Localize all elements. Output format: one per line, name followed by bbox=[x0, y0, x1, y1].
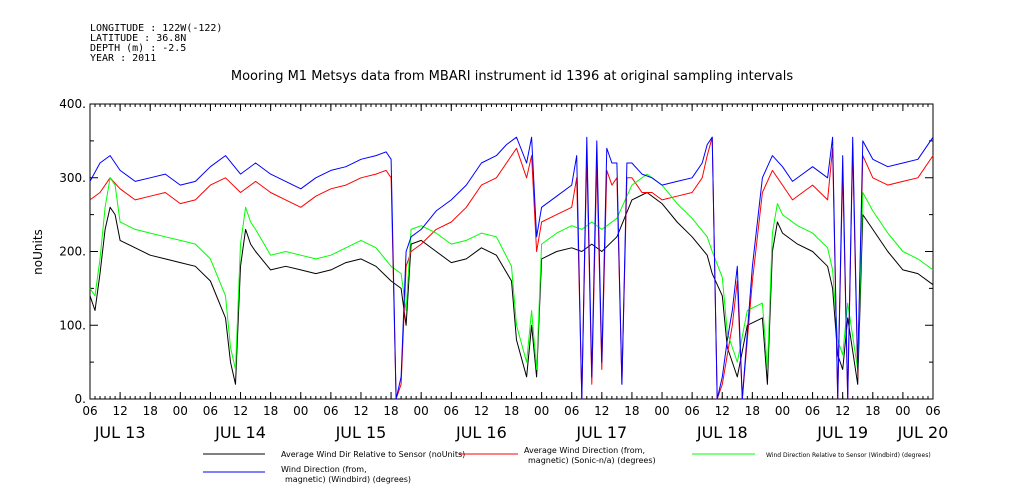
x-hour-label: 06 bbox=[444, 404, 459, 418]
series-line-3 bbox=[89, 136, 934, 400]
x-hour-label: 06 bbox=[685, 404, 700, 418]
x-hour-label: 18 bbox=[865, 404, 880, 418]
x-hour-label: 06 bbox=[805, 404, 820, 418]
x-day-label: JUL 16 bbox=[455, 423, 507, 442]
x-hour-label: 00 bbox=[293, 404, 308, 418]
x-day-label: JUL 13 bbox=[94, 423, 146, 442]
legend-label-rel-sensor: Average Wind Dir Relative to Sensor (noU… bbox=[281, 450, 465, 459]
x-hour-label: 18 bbox=[504, 404, 519, 418]
legend-label-windbird-dir: Wind Direction (from, magnetic) (Windbir… bbox=[281, 465, 411, 484]
y-tick-label: 200. bbox=[59, 245, 86, 259]
y-tick-label: 0. bbox=[75, 392, 86, 406]
x-hour-label: 06 bbox=[82, 404, 97, 418]
x-day-label: JUL 18 bbox=[696, 423, 748, 442]
legend-label-windbird-dir-line2: magnetic) (Windbird) (degrees) bbox=[285, 475, 411, 484]
axes-group: 0. 100. 200. 300. 400. 06 12 18 00 06 12 18 00 06 12 18… bbox=[59, 97, 948, 442]
x-hour-label: 12 bbox=[233, 404, 248, 418]
x-hour-label: 00 bbox=[775, 404, 790, 418]
y-axis-title: noUnits bbox=[31, 229, 45, 275]
year-label: YEAR : 2011 bbox=[90, 53, 156, 64]
x-day-label: JUL 15 bbox=[335, 423, 387, 442]
plot-frame bbox=[89, 103, 934, 400]
x-hour-label: 06 bbox=[203, 404, 218, 418]
x-hour-label: 18 bbox=[143, 404, 158, 418]
legend-label-windbird-dir-line1: Wind Direction (from, bbox=[281, 465, 367, 474]
x-hour-label: 12 bbox=[594, 404, 609, 418]
longitude-label: LONGITUDE : 122W(-122) bbox=[90, 23, 222, 34]
y-tick-label: 100. bbox=[59, 318, 86, 332]
y-tick-label: 400. bbox=[59, 97, 86, 111]
x-hour-label: 00 bbox=[414, 404, 429, 418]
x-hour-label: 12 bbox=[353, 404, 368, 418]
x-day-label: JUL 17 bbox=[575, 423, 627, 442]
series-line-0 bbox=[89, 192, 934, 385]
x-hour-label: 00 bbox=[654, 404, 669, 418]
x-hour-label: 12 bbox=[474, 404, 489, 418]
x-hour-label: 00 bbox=[173, 404, 188, 418]
x-hour-label: 18 bbox=[745, 404, 760, 418]
series-line-2 bbox=[89, 173, 934, 370]
series-group bbox=[89, 136, 934, 400]
x-hour-label: 06 bbox=[564, 404, 579, 418]
x-day-label: JUL 20 bbox=[897, 423, 949, 442]
x-hour-label: 12 bbox=[112, 404, 127, 418]
legend-label-avg-dir-line2: magnetic) (Sonic-n/a) (degrees) bbox=[528, 456, 656, 465]
legend: Average Wind Dir Relative to Sensor (noU… bbox=[203, 446, 931, 484]
depth-label: DEPTH (m) : -2.5 bbox=[90, 43, 186, 54]
chart-title: Mooring M1 Metsys data from MBARI instru… bbox=[231, 69, 793, 84]
x-hour-label: 06 bbox=[925, 404, 940, 418]
x-day-label: JUL 14 bbox=[214, 423, 266, 442]
legend-label-avg-dir: Average Wind Direction (from, magnetic) … bbox=[524, 446, 656, 465]
legend-label-windbird-rel: Wind Direction Relative to Sensor (Windb… bbox=[766, 452, 931, 459]
legend-label-avg-dir-line1: Average Wind Direction (from, bbox=[524, 446, 645, 455]
y-tick-label: 300. bbox=[59, 171, 86, 185]
x-hour-label: 18 bbox=[383, 404, 398, 418]
x-hour-label: 00 bbox=[895, 404, 910, 418]
latitude-label: LATITUDE : 36.8N bbox=[90, 33, 186, 44]
x-hour-label: 12 bbox=[715, 404, 730, 418]
x-hour-label: 18 bbox=[624, 404, 639, 418]
x-hour-label: 06 bbox=[323, 404, 338, 418]
x-hour-label: 00 bbox=[534, 404, 549, 418]
x-day-label: JUL 19 bbox=[816, 423, 868, 442]
x-hour-label: 12 bbox=[835, 404, 850, 418]
x-hour-label: 18 bbox=[263, 404, 278, 418]
